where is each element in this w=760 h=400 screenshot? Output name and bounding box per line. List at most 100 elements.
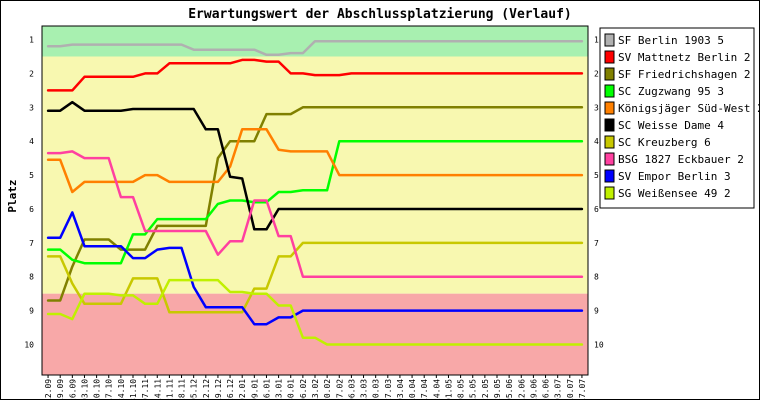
- y-tick-right-6: 6: [594, 205, 599, 214]
- x-tick-label-3: 03.10: [81, 379, 90, 400]
- legend-label-7: BSG 1827 Eckbauer 2: [618, 153, 744, 166]
- y-tick-left-7: 7: [29, 239, 34, 248]
- legend-swatch-9: [604, 186, 615, 200]
- legend-box: [599, 27, 755, 209]
- x-tick-label-34: 08.05: [457, 379, 466, 400]
- x-tick-label-21: 06.02: [299, 379, 308, 400]
- x-tick-label-26: 13.03: [360, 379, 369, 400]
- legend: SF Berlin 1903 5 SV Mattnetz Berlin 2 SF F…: [604, 33, 760, 200]
- legend-label-5: SC Weisse Dame 4: [618, 119, 724, 132]
- legend-swatch-7: [604, 152, 615, 166]
- x-tick-label-12: 05.12: [190, 379, 199, 400]
- legend-label-1: SV Mattnetz Berlin 2: [618, 51, 750, 64]
- x-tick-label-43: 10.07: [566, 379, 575, 400]
- y-ticks-right: 1 2 3 4 5 6 7 8 9 10: [594, 36, 604, 350]
- legend-swatch-2: [604, 67, 615, 81]
- y-ticks-left: 1 2 3 4 5 6 7 8 9 10: [24, 36, 34, 350]
- series-line-7: [46, 150, 584, 278]
- x-tick-label-37: 29.05: [493, 379, 502, 400]
- y-tick-right-5: 5: [594, 171, 599, 180]
- x-tick-label-0: 12.09: [44, 379, 53, 400]
- x-tick-label-22: 13.02: [311, 379, 320, 400]
- y-tick-right-7: 7: [594, 239, 599, 248]
- y-tick-left-5: 5: [29, 171, 34, 180]
- legend-swatch-3: [604, 84, 615, 98]
- series-line-6: [46, 241, 584, 314]
- x-ticks: 12.09 19.09 26.09 03.10 10.10 17.10 24.10 31.10…: [44, 375, 587, 400]
- y-axis-label: Platz: [6, 179, 19, 212]
- legend-swatch-4: [604, 101, 615, 115]
- x-tick-label-31: 17.04: [420, 379, 429, 400]
- x-tick-label-36: 22.05: [481, 379, 490, 400]
- x-tick-label-27: 20.03: [372, 379, 381, 400]
- legend-swatch-1: [604, 50, 615, 64]
- legend-swatch-6: [604, 135, 615, 149]
- x-tick-label-16: 02.01: [238, 379, 247, 400]
- series-line-5: [46, 100, 584, 231]
- series-line-1: [46, 58, 584, 92]
- x-tick-label-4: 10.10: [93, 379, 102, 400]
- x-tick-label-19: 23.01: [275, 379, 284, 400]
- x-tick-label-40: 19.06: [529, 379, 538, 400]
- x-tick-label-32: 24.04: [432, 379, 441, 400]
- x-tick-label-10: 21.11: [165, 379, 174, 400]
- x-tick-label-42: 03.07: [554, 379, 563, 400]
- x-tick-label-20: 30.01: [287, 379, 296, 400]
- zone-2: [42, 293, 588, 375]
- y-tick-left-6: 6: [29, 205, 34, 214]
- legend-label-6: SC Kreuzberg 6: [618, 136, 711, 149]
- y-tick-left-8: 8: [29, 273, 34, 282]
- y-tick-left-3: 3: [29, 103, 34, 112]
- y-tick-left-4: 4: [29, 137, 34, 146]
- x-tick-label-24: 27.02: [335, 379, 344, 400]
- x-tick-label-14: 19.12: [214, 379, 223, 400]
- series-line-9: [46, 278, 584, 346]
- x-tick-label-15: 26.12: [226, 379, 235, 400]
- x-tick-label-35: 15.05: [469, 379, 478, 400]
- x-tick-label-2: 26.09: [68, 379, 77, 400]
- legend-swatch-0: [604, 33, 615, 47]
- x-tick-label-41: 26.06: [542, 379, 551, 400]
- y-tick-right-4: 4: [594, 137, 599, 146]
- y-tick-right-3: 3: [594, 103, 599, 112]
- chart-title: Erwartungswert der Abschlussplatzierung …: [188, 7, 572, 22]
- series-line-2: [46, 106, 584, 302]
- legend-label-3: SC Zugzwang 95 3: [618, 85, 724, 98]
- x-tick-label-6: 24.10: [117, 379, 126, 400]
- x-tick-label-44: 17.07: [578, 379, 587, 400]
- x-tick-label-39: 12.06: [517, 379, 526, 400]
- series-line-8: [46, 211, 584, 326]
- legend-swatch-5: [604, 118, 615, 132]
- x-tick-label-11: 28.11: [178, 379, 187, 400]
- legend-swatch-8: [604, 169, 615, 183]
- series-line-0: [46, 39, 584, 57]
- x-tick-label-7: 31.10: [129, 379, 138, 400]
- y-tick-right-1: 1: [594, 36, 599, 45]
- legend-label-4: Königsjäger Süd-West 2: [618, 102, 760, 115]
- y-tick-left-2: 2: [29, 69, 34, 78]
- y-tick-right-8: 8: [594, 273, 599, 282]
- x-tick-label-17: 09.01: [250, 379, 259, 400]
- x-tick-label-18: 16.01: [263, 379, 272, 400]
- y-tick-right-2: 2: [594, 69, 599, 78]
- legend-label-8: SV Empor Berlin 3: [618, 170, 731, 183]
- x-tick-label-5: 17.10: [105, 379, 114, 400]
- x-tick-label-33: 01.05: [445, 379, 454, 400]
- x-tick-label-38: 05.06: [505, 379, 514, 400]
- x-tick-label-25: 06.03: [347, 379, 356, 400]
- y-tick-left-9: 9: [29, 307, 34, 316]
- x-tick-label-30: 10.04: [408, 379, 417, 400]
- x-tick-label-23: 20.02: [323, 379, 332, 400]
- legend-label-2: SF Friedrichshagen 2: [618, 68, 750, 81]
- background-zones: [42, 26, 588, 375]
- legend-label-0: SF Berlin 1903 5: [618, 34, 724, 47]
- x-tick-label-29: 03.04: [396, 379, 405, 400]
- x-tick-label-28: 27.03: [384, 379, 393, 400]
- y-tick-right-9: 9: [594, 307, 599, 316]
- legend-label-9: SG Weißensee 49 2: [618, 187, 731, 200]
- y-tick-left-10: 10: [24, 341, 34, 350]
- series-lines: [46, 39, 584, 346]
- y-tick-left-1: 1: [29, 36, 34, 45]
- x-tick-label-1: 19.09: [56, 379, 65, 400]
